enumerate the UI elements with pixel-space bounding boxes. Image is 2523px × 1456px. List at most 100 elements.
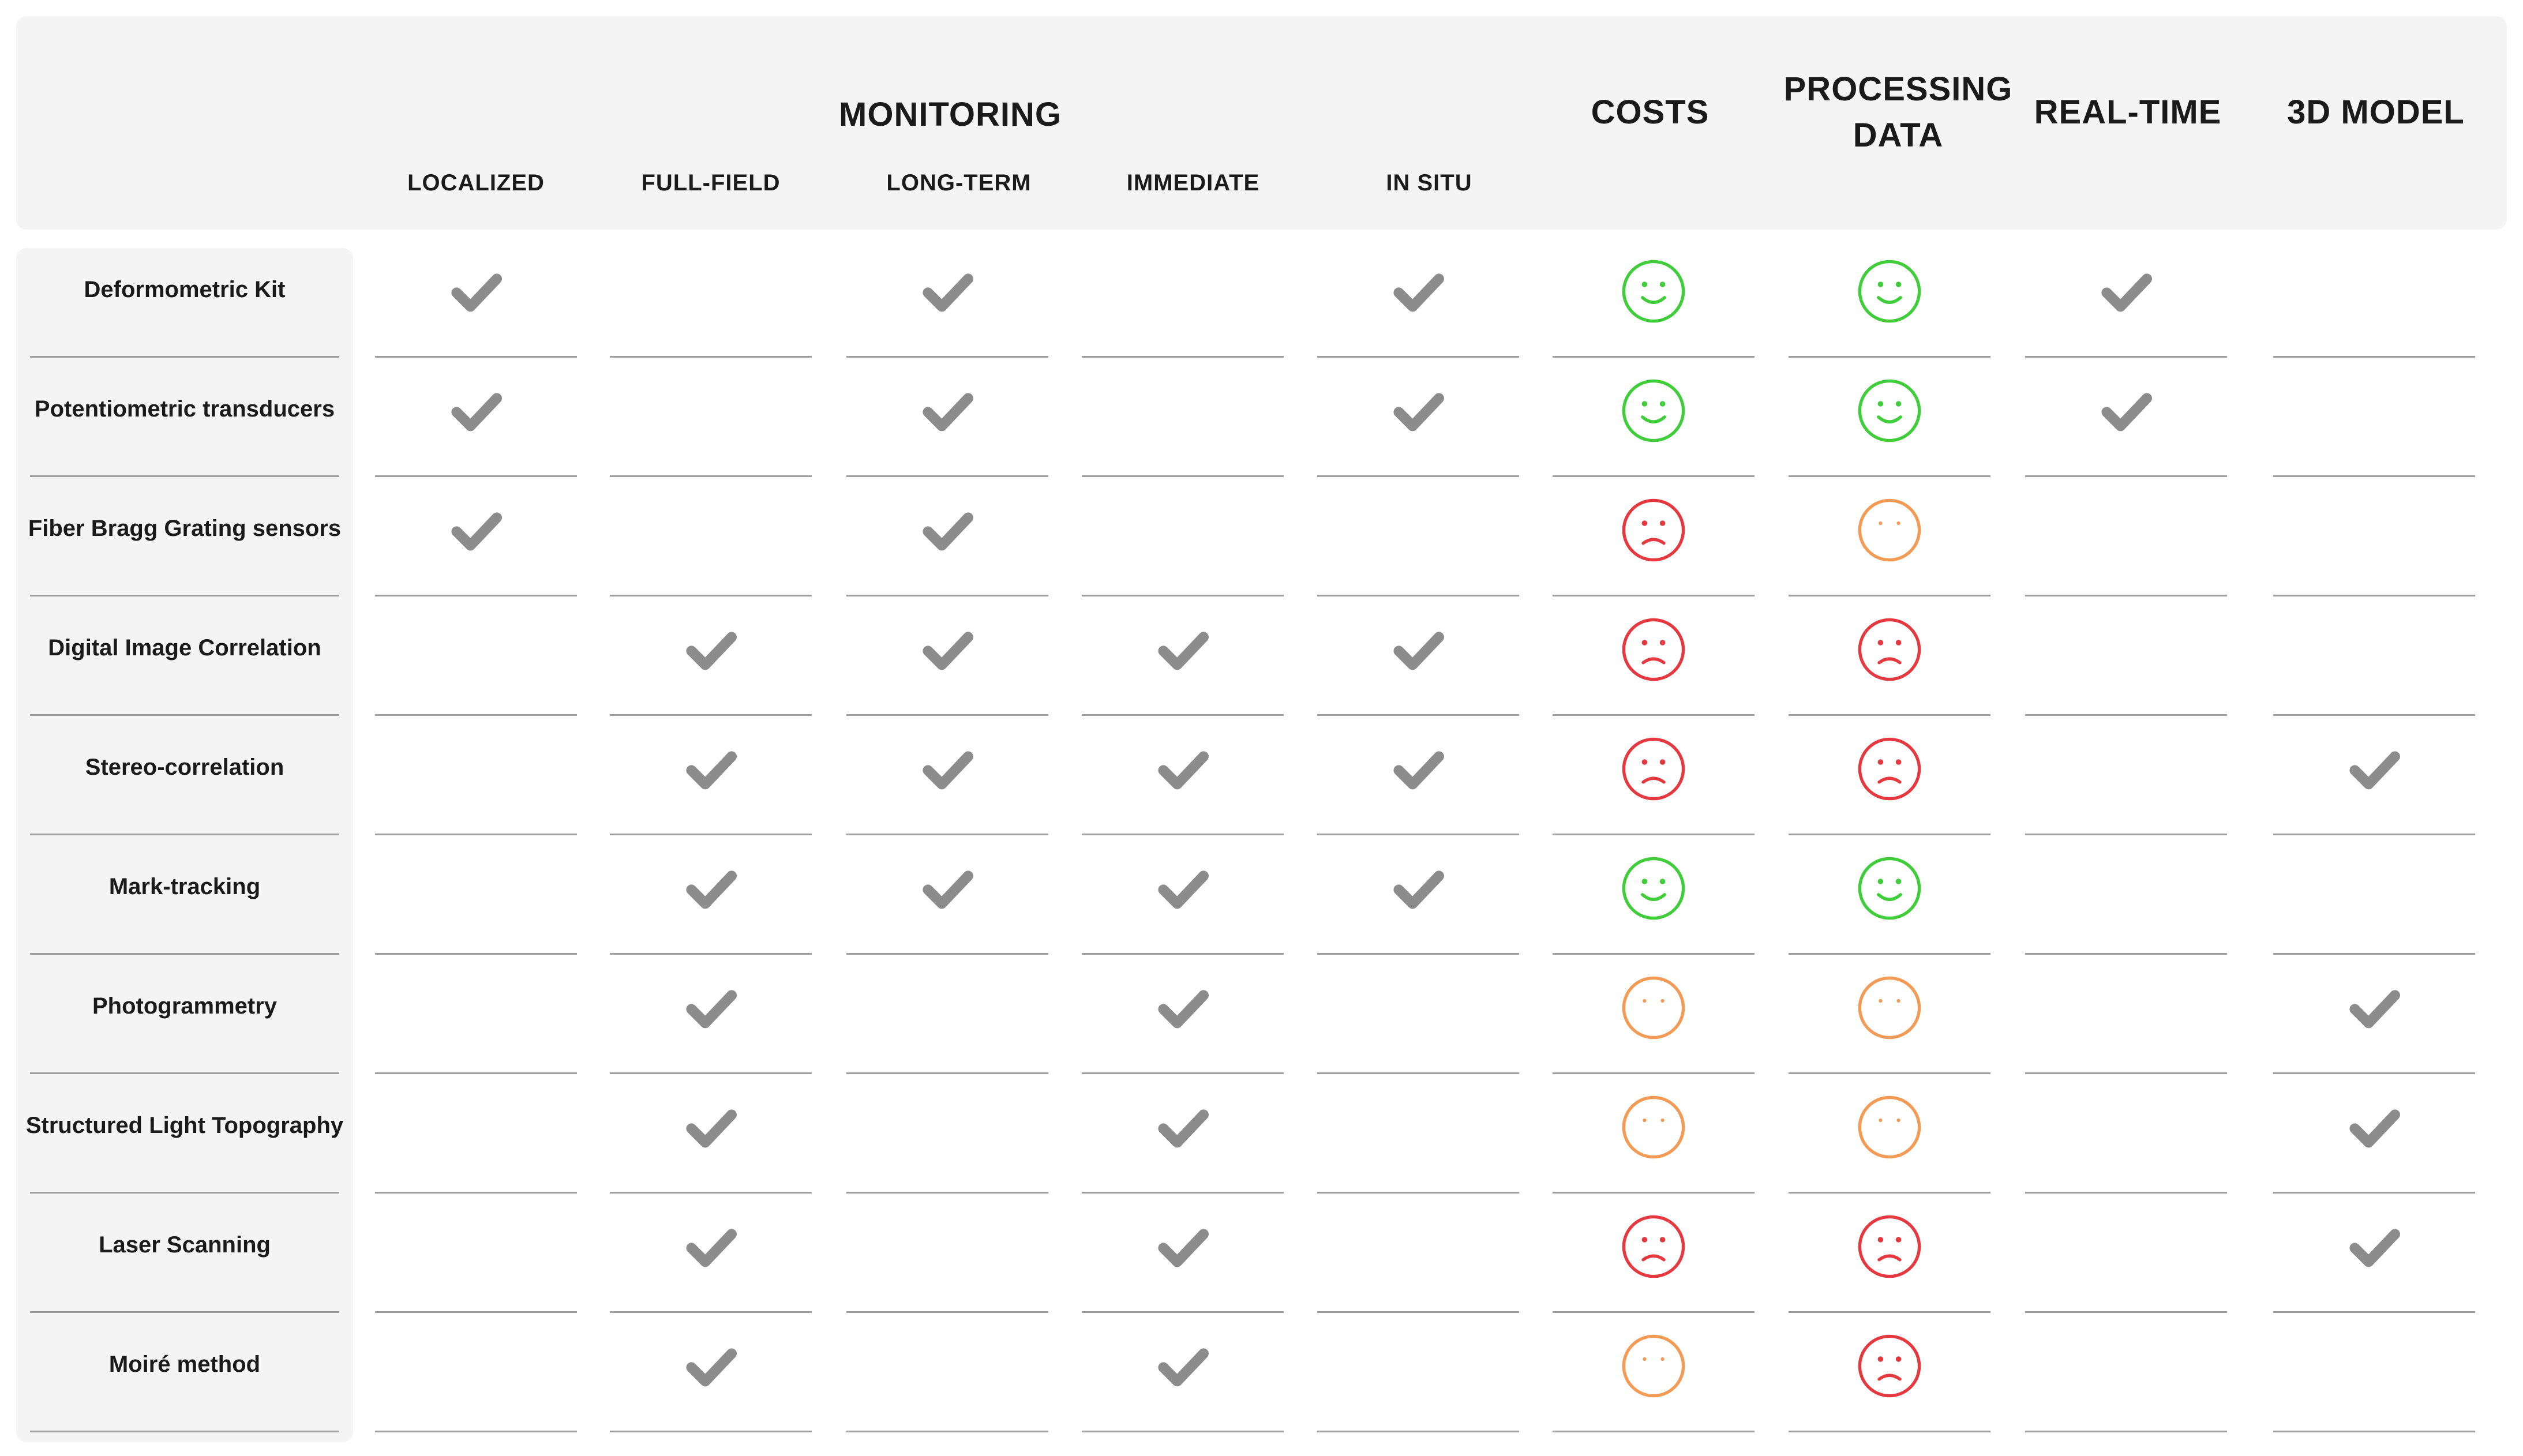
sad-face-icon bbox=[1855, 1331, 1924, 1401]
cell-divider bbox=[1317, 834, 1519, 835]
cell-divider bbox=[1317, 1192, 1519, 1194]
cell-divider bbox=[2273, 1311, 2475, 1313]
column-header-3d-model: 3D MODEL bbox=[2287, 93, 2465, 131]
cell-divider bbox=[610, 714, 812, 716]
cell-divider bbox=[2025, 834, 2227, 835]
cell-divider bbox=[1789, 1311, 1990, 1313]
cell-divider bbox=[610, 356, 812, 358]
column-header-costs: COSTS bbox=[1591, 93, 1710, 131]
cell-divider bbox=[375, 834, 577, 835]
monitoring-group-title: MONITORING bbox=[839, 96, 1062, 133]
check-icon bbox=[2091, 257, 2161, 326]
cell-divider bbox=[610, 1311, 812, 1313]
cell-divider bbox=[846, 356, 1048, 358]
cell-divider bbox=[1553, 1431, 1755, 1432]
cell-divider bbox=[1317, 1311, 1519, 1313]
cell-divider bbox=[846, 1192, 1048, 1194]
cell-divider bbox=[2273, 595, 2475, 596]
happy-face-icon bbox=[1855, 257, 1924, 326]
cell-divider bbox=[846, 1311, 1048, 1313]
check-icon bbox=[441, 257, 511, 326]
check-icon bbox=[2091, 376, 2161, 445]
cell-divider bbox=[1789, 1431, 1990, 1432]
cell-divider bbox=[2025, 1431, 2227, 1432]
cell-divider bbox=[846, 1072, 1048, 1074]
sad-face-icon bbox=[1619, 615, 1688, 684]
check-icon bbox=[913, 496, 982, 565]
cell-divider bbox=[375, 1192, 577, 1194]
check-icon bbox=[676, 973, 745, 1042]
cell-divider bbox=[610, 1072, 812, 1074]
cell-divider bbox=[1553, 714, 1755, 716]
cell-divider bbox=[846, 953, 1048, 955]
row-label: Deformometric Kit bbox=[84, 276, 286, 302]
cell-divider bbox=[1317, 1072, 1519, 1074]
cell-divider bbox=[2025, 356, 2227, 358]
cell-divider bbox=[1553, 356, 1755, 358]
cell-divider bbox=[846, 475, 1048, 477]
check-icon bbox=[2340, 973, 2409, 1042]
cell-divider bbox=[1789, 834, 1990, 835]
column-header-long-term: LONG-TERM bbox=[886, 170, 1032, 196]
row-divider bbox=[30, 1311, 339, 1313]
cell-divider bbox=[1082, 356, 1284, 358]
cell-divider bbox=[1082, 714, 1284, 716]
happy-face-icon bbox=[1855, 376, 1924, 445]
sad-face-icon bbox=[1855, 734, 1924, 804]
cell-divider bbox=[1082, 1431, 1284, 1432]
cell-divider bbox=[1789, 1192, 1990, 1194]
cell-divider bbox=[1317, 953, 1519, 955]
cell-divider bbox=[1553, 1192, 1755, 1194]
cell-divider bbox=[2273, 714, 2475, 716]
row-divider bbox=[30, 834, 339, 835]
column-header-full-field: FULL-FIELD bbox=[641, 170, 781, 196]
row-divider bbox=[30, 714, 339, 716]
cell-divider bbox=[1553, 1311, 1755, 1313]
check-icon bbox=[1148, 615, 1217, 684]
cell-divider bbox=[1789, 1072, 1990, 1074]
row-divider bbox=[30, 595, 339, 596]
check-icon bbox=[1384, 376, 1453, 445]
happy-face-icon bbox=[1619, 257, 1688, 326]
cell-divider bbox=[1553, 953, 1755, 955]
row-label: Digital Image Correlation bbox=[48, 635, 321, 661]
cell-divider bbox=[2273, 475, 2475, 477]
cell-divider bbox=[2025, 1072, 2227, 1074]
cell-divider bbox=[1317, 475, 1519, 477]
cell-divider bbox=[1789, 356, 1990, 358]
check-icon bbox=[1384, 734, 1453, 804]
cell-divider bbox=[375, 1072, 577, 1074]
cell-divider bbox=[846, 595, 1048, 596]
cell-divider bbox=[1789, 595, 1990, 596]
cell-divider bbox=[2273, 953, 2475, 955]
check-icon bbox=[676, 734, 745, 804]
check-icon bbox=[441, 376, 511, 445]
cell-divider bbox=[2273, 1192, 2475, 1194]
neutral-face-icon bbox=[1619, 973, 1688, 1042]
cell-divider bbox=[1789, 475, 1990, 477]
cell-divider bbox=[1317, 356, 1519, 358]
cell-divider bbox=[610, 1192, 812, 1194]
cell-divider bbox=[1082, 475, 1284, 477]
check-icon bbox=[1148, 734, 1217, 804]
row-label: Structured Light Topography bbox=[25, 1112, 344, 1138]
sad-face-icon bbox=[1619, 1212, 1688, 1281]
cell-divider bbox=[375, 1431, 577, 1432]
check-icon bbox=[2340, 1212, 2409, 1281]
row-divider bbox=[30, 475, 339, 477]
check-icon bbox=[1384, 257, 1453, 326]
cell-divider bbox=[2025, 475, 2227, 477]
cell-divider bbox=[1082, 1072, 1284, 1074]
cell-divider bbox=[1553, 475, 1755, 477]
check-icon bbox=[1384, 854, 1453, 923]
row-label: Mark-tracking bbox=[108, 873, 261, 899]
check-icon bbox=[1148, 1093, 1217, 1162]
cell-divider bbox=[610, 475, 812, 477]
check-icon bbox=[441, 496, 511, 565]
neutral-face-icon bbox=[1855, 973, 1924, 1042]
check-icon bbox=[676, 1093, 745, 1162]
check-icon bbox=[676, 854, 745, 923]
column-header-localized: LOCALIZED bbox=[407, 170, 545, 196]
row-divider bbox=[30, 953, 339, 955]
cell-divider bbox=[2025, 1311, 2227, 1313]
